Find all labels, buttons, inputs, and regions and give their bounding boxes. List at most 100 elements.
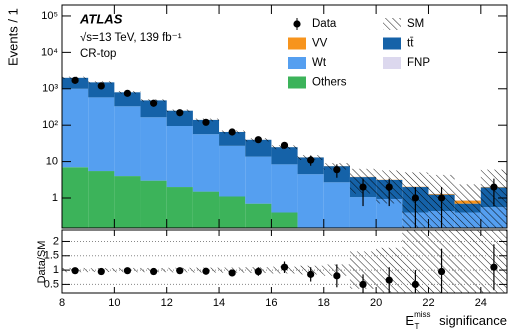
stack-segment: [192, 119, 220, 135]
stack-segment: [114, 176, 141, 228]
y-tick-label: 10: [46, 156, 58, 168]
legend-label: Wt: [312, 57, 327, 69]
stack-segment: [140, 100, 167, 118]
legend-swatch: [288, 76, 306, 89]
y-tick-label: 10⁵: [41, 10, 58, 22]
legend-swatch: [288, 57, 306, 69]
data-point: [437, 194, 446, 202]
stack-segment: [245, 139, 272, 157]
stack-segment: [271, 164, 298, 213]
x-label-base: E: [405, 313, 414, 328]
ratio-tick-label: 1.5: [44, 250, 59, 262]
x-tick-label: 10: [108, 297, 120, 309]
ratio-point: [411, 280, 419, 289]
x-label-sup: miss: [414, 310, 430, 319]
atlas-label: ATLAS: [79, 11, 123, 26]
ratio-uncertainty: [454, 230, 481, 293]
stack-segment: [219, 145, 246, 197]
data-point: [411, 194, 419, 202]
legend-swatch: [288, 37, 306, 50]
ratio-tick-label: 2: [53, 235, 59, 247]
ratio-plot: [62, 230, 507, 293]
data-point: [385, 183, 393, 191]
y-tick-label: 1: [52, 192, 58, 204]
x-tick-label: 14: [213, 297, 225, 309]
stack-segment: [62, 88, 89, 168]
ratio-point: [254, 267, 262, 276]
stack-segment: [245, 156, 272, 204]
data-point: [123, 89, 132, 97]
stack-segment: [271, 147, 298, 165]
stack-segment: [323, 182, 350, 228]
stack-segment: [88, 171, 115, 228]
ratio-point: [71, 267, 79, 275]
y-tick-label: 10²: [42, 119, 58, 131]
legend-label: FNP: [407, 57, 430, 69]
ratio-frame: [61, 229, 508, 294]
ratio-point: [490, 263, 498, 271]
x-tick-label: 24: [475, 297, 487, 309]
x-tick-label: 18: [318, 297, 330, 309]
stack-segment: [297, 174, 324, 228]
y-axis-label: Events / 1: [5, 8, 20, 66]
stack-segment: [114, 92, 141, 107]
data-point: [202, 118, 210, 126]
legend-label: Others: [312, 77, 347, 89]
ratio-point: [123, 267, 132, 275]
y-tick-label: 10⁴: [41, 46, 58, 58]
legend-data-marker: [293, 20, 301, 28]
stack-segment: [166, 125, 193, 188]
energy-label: √s=13 TeV, 139 fb⁻¹: [80, 31, 182, 44]
data-point: [307, 156, 315, 164]
stack-segment: [166, 110, 193, 126]
stack-segment: [140, 117, 167, 181]
stack-segment: [297, 157, 324, 175]
ratio-point: [176, 267, 184, 275]
stack-segment: [114, 106, 141, 177]
ratio-point: [228, 269, 236, 277]
x-tick-label: 20: [370, 297, 382, 309]
legend-label: tt̄: [407, 37, 414, 49]
y-tick-label: 10³: [42, 83, 58, 95]
x-tick-label: 16: [265, 297, 277, 309]
stack-segment: [192, 134, 220, 192]
stack-segment: [271, 212, 298, 228]
stack-segment: [140, 180, 167, 228]
main-plot: [62, 76, 507, 228]
stack-segment: [219, 131, 246, 146]
data-point: [333, 166, 341, 174]
stack-segment: [62, 167, 89, 228]
ratio-point: [359, 280, 367, 289]
ratio-tick-label: 0.5: [44, 278, 59, 290]
x-axis-label: Emiss T significance: [405, 310, 507, 331]
data-point: [228, 128, 236, 136]
ratio-axis-label: Data/SM: [36, 241, 48, 284]
legend-sm-swatch: [383, 18, 401, 30]
data-point: [176, 109, 184, 117]
ratio-point: [97, 267, 105, 276]
ratio-point: [307, 270, 315, 278]
ratio-point: [385, 276, 393, 284]
stack-segment: [166, 187, 193, 228]
stack-segment: [88, 82, 115, 98]
stack-segment: [219, 196, 246, 228]
ratio-point: [150, 267, 158, 276]
data-point: [490, 183, 498, 191]
ratio-point: [333, 272, 341, 280]
ratio-tick-label: 1: [53, 264, 59, 276]
x-label-sub: T: [415, 322, 420, 331]
stack-segment: [192, 191, 220, 228]
data-point: [254, 136, 262, 144]
legend-swatch: [383, 57, 401, 69]
x-tick-label: 8: [59, 297, 65, 309]
data-point: [97, 82, 105, 90]
legend-swatch: [383, 37, 401, 50]
data-point: [150, 99, 158, 107]
stack-segment: [88, 97, 115, 172]
sm-uncertainty: [454, 184, 481, 228]
legend-label: Data: [312, 18, 337, 30]
stack-segment: [245, 203, 272, 228]
data-point: [280, 141, 289, 149]
legend-label: SM: [407, 18, 424, 30]
